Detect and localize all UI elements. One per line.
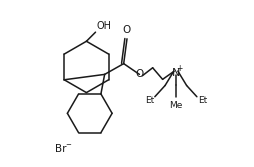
- Text: Et: Et: [198, 96, 207, 105]
- Text: +: +: [176, 64, 183, 73]
- Text: Br: Br: [55, 144, 67, 154]
- Text: Me: Me: [169, 101, 183, 110]
- Text: Et: Et: [145, 96, 154, 105]
- Text: OH: OH: [97, 21, 112, 31]
- Text: O: O: [136, 69, 144, 78]
- Text: −: −: [65, 142, 71, 148]
- Text: O: O: [122, 25, 130, 35]
- Text: N: N: [172, 68, 180, 78]
